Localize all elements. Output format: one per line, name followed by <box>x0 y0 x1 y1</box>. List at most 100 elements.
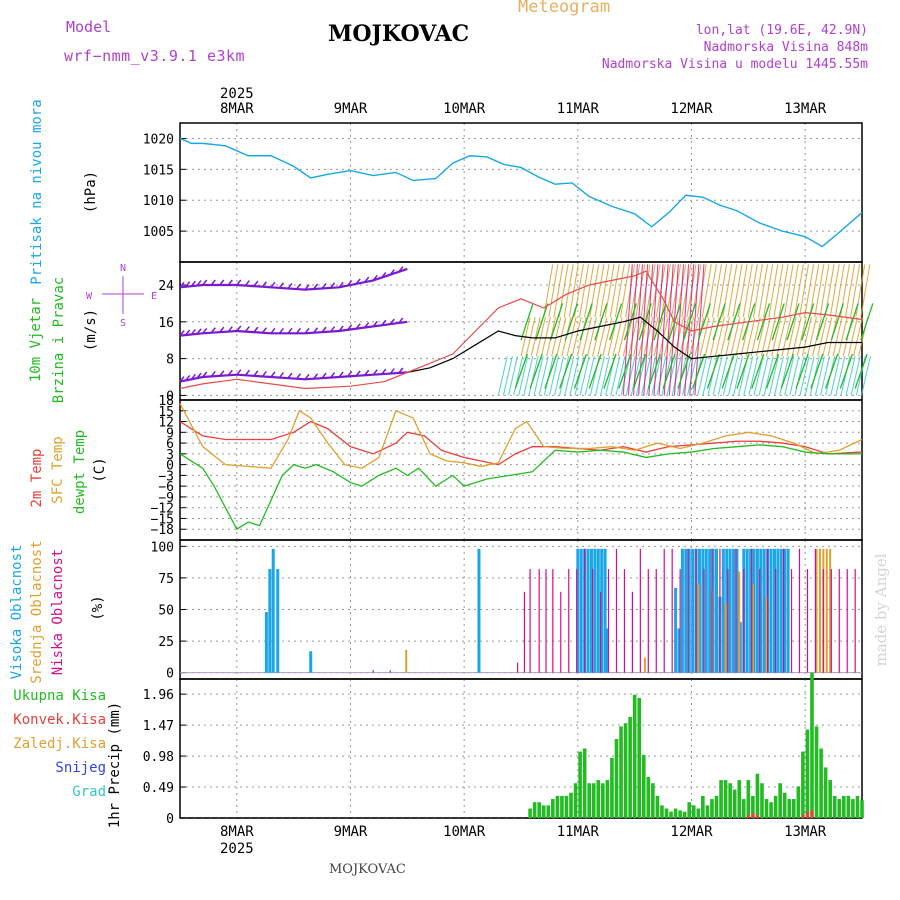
cloud-bar-1 <box>697 584 700 673</box>
wind-flags-low <box>763 356 774 396</box>
wind-flags-low <box>646 356 657 396</box>
wind-flags-low <box>620 356 631 396</box>
wind-flags-high <box>711 264 723 318</box>
series-wind-3 <box>407 316 862 373</box>
wind-flags-mid <box>852 317 864 357</box>
wind-flags-green <box>815 303 830 341</box>
precip-bar-0 <box>555 795 560 818</box>
wind-flags-low <box>681 356 692 396</box>
precip-bar-0 <box>719 780 723 818</box>
precip-bar-0 <box>814 726 819 818</box>
wind-barb <box>270 281 276 288</box>
wind-barb <box>210 279 216 286</box>
wind-flags-mid <box>745 317 756 357</box>
wind-barb <box>244 280 250 287</box>
precip-bar-0 <box>842 795 846 818</box>
precip-bar-0 <box>805 729 810 818</box>
ytick-pressure: 1010 <box>143 194 174 209</box>
wind-flags-low <box>630 356 641 396</box>
precip-bar-0 <box>755 773 760 818</box>
wind-flags-green <box>830 303 844 341</box>
wind-barb <box>196 372 202 379</box>
wind-flags-storm <box>679 264 690 396</box>
wind-barb <box>330 282 336 289</box>
xtick-top: 8MAR <box>220 101 254 117</box>
wind-flags-low <box>502 356 513 396</box>
precip-bar-0 <box>696 808 701 818</box>
cloud-bar-2 <box>568 569 570 673</box>
ytick-temperature: −12 <box>151 502 174 517</box>
wind-flags-low <box>753 356 764 396</box>
wind-flags-green <box>677 353 691 389</box>
wind-flags-green <box>839 353 854 389</box>
cloud-bar-2 <box>631 591 633 673</box>
cloud-bar-0 <box>776 548 780 673</box>
wind-flags-low <box>779 356 790 396</box>
precip-bar-0 <box>664 808 669 818</box>
precip-bar-1 <box>751 812 755 818</box>
ytick-temperature: −6 <box>158 480 174 495</box>
wind-flags-green <box>756 303 771 341</box>
wind-flags-high <box>578 264 590 318</box>
lonlat-label: lon,lat (19.6E, 42.9N) <box>695 23 868 38</box>
wind-flags-low <box>814 356 825 396</box>
wind-flags-low <box>717 356 728 396</box>
cloud-bar-0 <box>701 548 705 673</box>
ytick-temperature: 9 <box>166 426 174 441</box>
cloud-bar-2 <box>759 569 761 673</box>
ytick-wind: 24 <box>158 279 174 294</box>
cloud-bar-0 <box>674 588 678 673</box>
wind-flags-mid <box>551 317 562 357</box>
wind-flags-mid <box>617 317 628 357</box>
cloud-bar-2 <box>854 569 856 673</box>
wind-flags-green <box>801 303 815 341</box>
wind-flags-green <box>810 353 824 389</box>
wind-flags-green <box>854 353 868 389</box>
cloud-bar-2 <box>576 569 578 673</box>
precip-bar-0 <box>655 795 660 818</box>
precip-legend-1: Konvek.Kisa <box>13 712 106 728</box>
cloud-bar-2 <box>372 670 374 673</box>
ytick-clouds: 75 <box>158 572 174 587</box>
cloud-bar-0 <box>264 612 268 673</box>
precip-bar-1 <box>810 810 814 818</box>
precip-bar-0 <box>673 808 678 818</box>
precip-bar-1 <box>755 814 759 818</box>
cloud-bar-0 <box>596 548 600 673</box>
cloud-bar-0 <box>725 548 729 673</box>
wind-barb <box>355 278 361 285</box>
wind-barb <box>347 324 353 331</box>
cloud-bar-2 <box>584 548 586 673</box>
wind-flags-low <box>789 356 800 396</box>
wind-flags-mid <box>714 317 725 357</box>
cloud-bar-2 <box>814 548 816 673</box>
cloud-bar-0 <box>605 628 609 673</box>
wind-barb <box>185 281 191 288</box>
wind-barb <box>287 327 293 334</box>
wind-barb <box>364 369 370 376</box>
wind-barb <box>312 327 319 334</box>
precip-bar-0 <box>832 795 837 818</box>
wind-barb <box>244 326 250 333</box>
precip-bar-0 <box>591 783 596 818</box>
cloud-bar-2 <box>663 548 665 673</box>
wind-barb <box>338 281 344 288</box>
precip-legend-3: Snijeg <box>55 760 106 776</box>
wind-barb <box>372 274 378 281</box>
series-pressure <box>179 137 863 248</box>
wind-flags-mid <box>817 317 828 357</box>
compass-n: N <box>120 263 126 274</box>
wind-flags-mid <box>760 317 771 357</box>
precip-bar-0 <box>541 805 546 818</box>
cloud-bar-2 <box>647 569 649 673</box>
cloud-bar-2 <box>538 569 540 673</box>
wind-flags-low <box>743 356 754 396</box>
wind-flags-mid <box>597 317 608 357</box>
cloud-bar-0 <box>309 651 313 673</box>
wind-flags-high <box>619 264 631 318</box>
wind-flags-high <box>788 264 799 318</box>
wind-flags-green <box>786 303 800 341</box>
wind-flags-high <box>844 264 856 318</box>
cloud-bar-0 <box>603 548 607 673</box>
label-wind-2: Brzina i Pravac <box>51 277 67 403</box>
